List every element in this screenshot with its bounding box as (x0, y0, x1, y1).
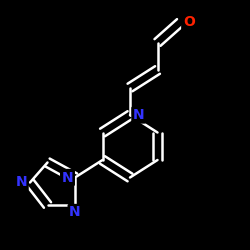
Text: O: O (183, 16, 195, 30)
Text: N: N (62, 170, 73, 184)
Text: N: N (133, 108, 144, 122)
Text: N: N (69, 206, 81, 220)
Text: N: N (16, 176, 27, 190)
